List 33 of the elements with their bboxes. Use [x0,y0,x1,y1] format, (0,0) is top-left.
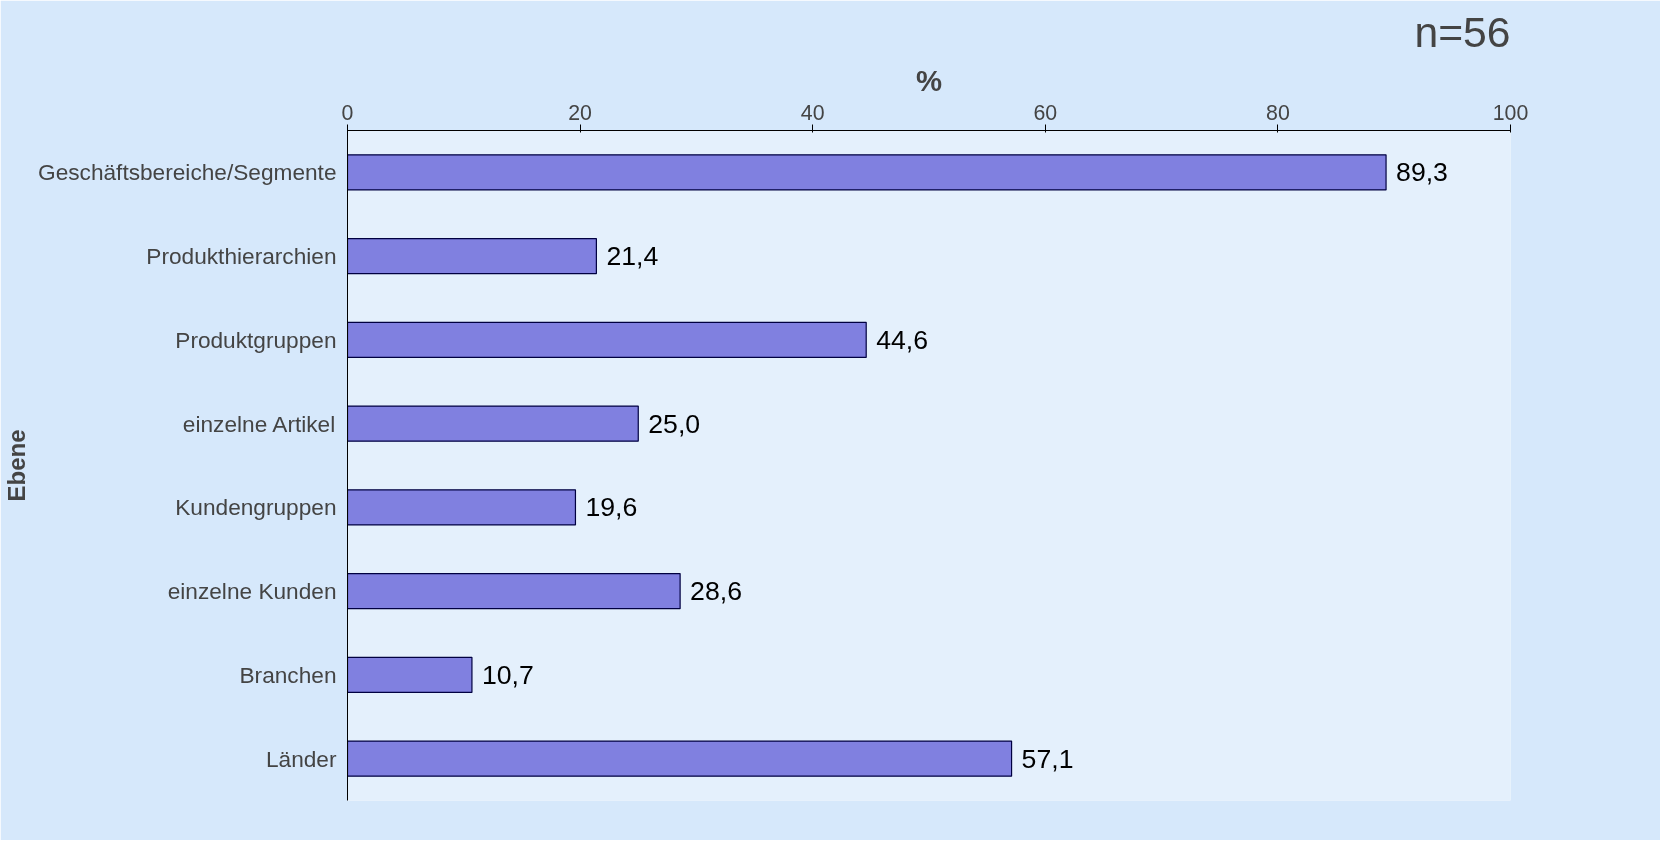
data-label: 44,6 [876,324,929,355]
y-axis-title: Ebene [3,429,31,502]
x-tick-label: 60 [1033,100,1058,125]
data-label: 25,0 [648,408,701,439]
x-tick-label: 0 [341,100,354,125]
bar [347,405,639,442]
bar [347,237,597,275]
data-label: 21,4 [606,241,659,272]
data-label: 19,6 [585,492,638,523]
y-tick-label: einzelne Kunden [167,578,337,605]
bar [347,154,1387,191]
data-label: 57,1 [1021,743,1074,774]
y-tick-label: Produkthierarchien [146,243,337,270]
y-tick-label: einzelne Artikel [182,410,336,437]
x-tick-label: 100 [1492,100,1529,125]
bar [347,321,867,359]
y-tick-label: Geschäftsbereiche/Segmente [38,159,337,186]
x-tick-label: 20 [568,100,593,125]
y-tick-label: Kundengruppen [175,494,337,521]
y-tick-label: Branchen [239,661,337,688]
bar [347,740,1013,777]
bar [347,656,473,694]
data-label: 10,7 [481,659,534,690]
data-label: 28,6 [690,576,743,607]
y-tick-label: Produktgruppen [175,326,337,353]
data-label: 89,3 [1396,157,1448,188]
bar [347,572,681,610]
y-tick-label: Länder [265,745,337,772]
x-tick-label: 80 [1266,100,1290,125]
bar [347,489,577,526]
text: n=56 [1414,7,1511,56]
x-axis-title: % [915,63,943,97]
x-tick-label: 40 [800,100,825,125]
